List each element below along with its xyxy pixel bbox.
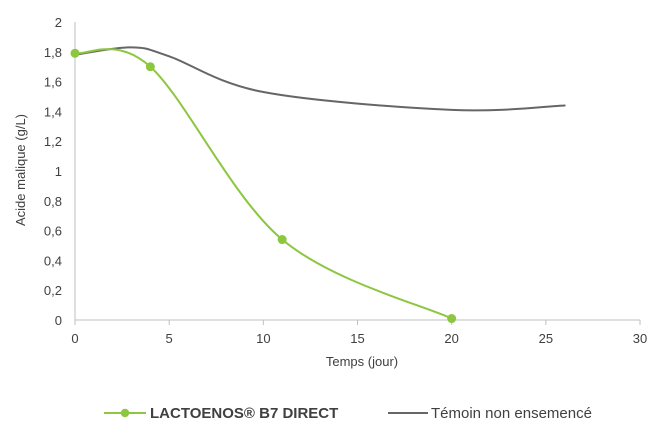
y-tick-label: 0,2 bbox=[44, 283, 62, 298]
x-axis-title: Temps (jour) bbox=[326, 354, 398, 369]
x-tick-label: 25 bbox=[539, 331, 553, 346]
x-tick-labels: 0 5 10 15 20 25 30 bbox=[71, 320, 647, 346]
series-line-0 bbox=[74, 48, 453, 320]
x-tick-label: 5 bbox=[166, 331, 173, 346]
y-tick-label: 1 bbox=[55, 164, 62, 179]
y-tick-label: 0 bbox=[55, 313, 62, 328]
y-tick-labels: 0 0,2 0,4 0,6 0,8 1 1,2 1,4 1,6 1,8 2 bbox=[44, 15, 62, 328]
data-point bbox=[70, 48, 80, 58]
x-axis: 0 5 10 15 20 25 30 bbox=[71, 319, 647, 346]
data-point bbox=[277, 235, 287, 245]
legend-item-temoin: Témoin non ensemencé bbox=[388, 405, 592, 422]
legend-marker-b7 bbox=[120, 408, 130, 418]
data-point bbox=[447, 314, 457, 324]
legend: LACTOENOS® B7 DIRECT Témoin non ensemenc… bbox=[104, 405, 592, 422]
x-tick-label: 20 bbox=[444, 331, 458, 346]
y-tick-label: 1,4 bbox=[44, 104, 62, 119]
x-tick-label: 10 bbox=[256, 331, 270, 346]
y-tick-label: 1,8 bbox=[44, 45, 62, 60]
y-axis-title: Acide malique (g/L) bbox=[13, 114, 28, 226]
legend-label-b7: LACTOENOS® B7 DIRECT bbox=[150, 405, 338, 422]
y-tick-label: 0,4 bbox=[44, 253, 62, 268]
y-tick-label: 1,2 bbox=[44, 134, 62, 149]
legend-item-b7: LACTOENOS® B7 DIRECT bbox=[104, 405, 338, 422]
x-tick-label: 15 bbox=[350, 331, 364, 346]
x-tick-label: 0 bbox=[71, 331, 78, 346]
legend-label-temoin: Témoin non ensemencé bbox=[431, 405, 592, 422]
data-point bbox=[145, 62, 155, 72]
y-tick-label: 1,6 bbox=[44, 75, 62, 90]
y-tick-label: 2 bbox=[55, 15, 62, 30]
y-tick-label: 0,8 bbox=[44, 194, 62, 209]
series-line-1 bbox=[74, 46, 566, 112]
x-tick-label: 30 bbox=[633, 331, 647, 346]
y-axis: 0 0,2 0,4 0,6 0,8 1 1,2 1,4 1,6 1,8 2 bbox=[44, 15, 76, 328]
series-layer bbox=[70, 46, 566, 324]
y-tick-label: 0,6 bbox=[44, 224, 62, 239]
